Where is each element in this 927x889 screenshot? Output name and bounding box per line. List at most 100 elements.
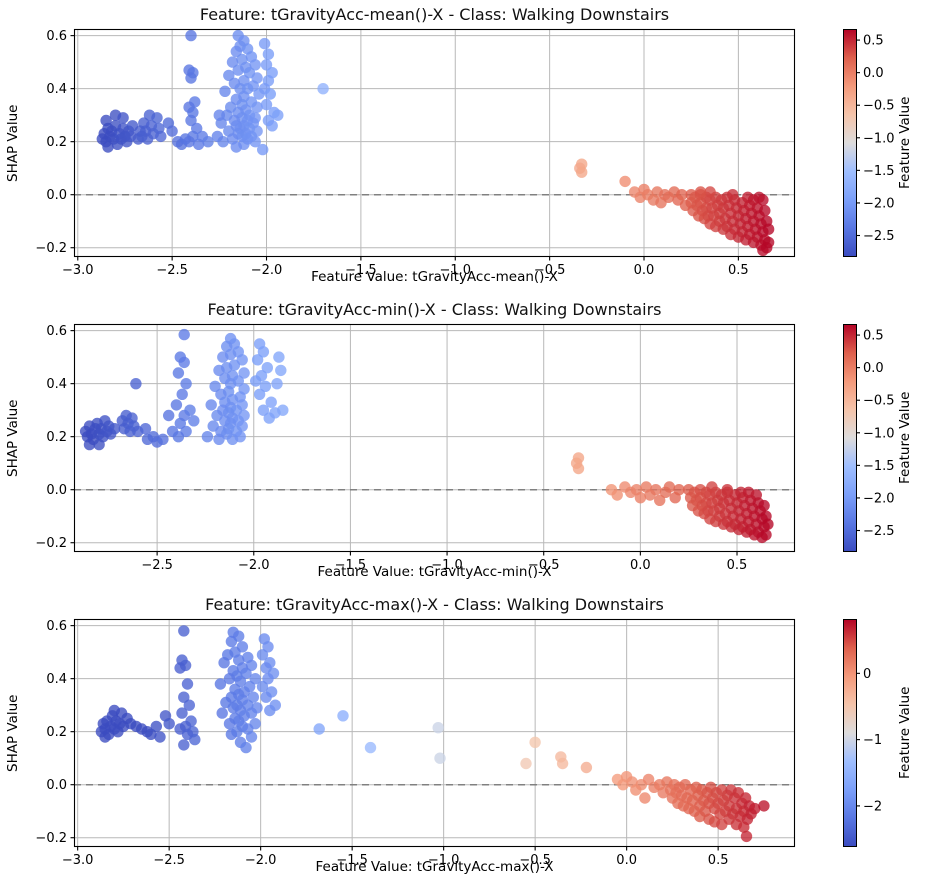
scatter-point	[556, 757, 569, 770]
scatter-point	[185, 114, 197, 127]
subplot-title: Feature: tGravityAcc-max()-X - Class: Wa…	[205, 595, 664, 614]
axes-border	[73, 28, 796, 258]
scatter-point	[704, 186, 716, 198]
svg-text:−3.0: −3.0	[62, 263, 94, 278]
subplot-tgravityacc-min: Feature: tGravityAcc-min()-X - Class: Wa…	[0, 295, 927, 590]
scatter-point	[273, 351, 285, 363]
scatter-point	[257, 346, 270, 358]
scatter-point	[257, 143, 269, 156]
colorbar: 0.5 0.0 −0.5 −1.0 −1.5 −2.0 −2.5	[843, 29, 895, 257]
svg-text:−1.0: −1.0	[439, 263, 471, 278]
scatter-point	[181, 678, 194, 690]
scatter-point	[180, 378, 192, 390]
svg-text:−0.2: −0.2	[35, 831, 67, 846]
scatter-point	[740, 830, 753, 843]
scatter-point	[213, 109, 225, 121]
scatter-point	[721, 484, 733, 496]
svg-text:0.6: 0.6	[46, 29, 67, 44]
subplot-title: Feature: tGravityAcc-mean()-X - Class: W…	[199, 5, 670, 24]
subplot-tgravityacc-max: Feature: tGravityAcc-max()-X - Class: Wa…	[0, 590, 927, 889]
scatter-point	[264, 88, 276, 100]
svg-text:0: 0	[863, 667, 871, 682]
scatter-point	[172, 431, 185, 443]
scatter-point	[150, 720, 162, 733]
scatter-point	[694, 186, 707, 198]
svg-text:−2.5: −2.5	[863, 229, 895, 244]
svg-text:−2.0: −2.0	[863, 491, 895, 506]
scatter-point	[205, 399, 217, 411]
svg-text:−2: −2	[863, 799, 882, 814]
scatter-point	[572, 462, 585, 475]
points-layer	[95, 625, 770, 843]
scatter-point	[256, 649, 269, 661]
svg-text:−0.5: −0.5	[863, 99, 895, 114]
scatter-point	[364, 741, 377, 754]
colorbar: 0 −1 −2	[843, 619, 882, 847]
scatter-point	[676, 189, 688, 201]
scatter-point	[226, 56, 239, 68]
scatter-point	[176, 707, 188, 719]
scatter-point	[245, 731, 258, 743]
svg-text:0.0: 0.0	[863, 66, 884, 81]
scatter-point	[166, 125, 178, 137]
scatter-point	[663, 481, 676, 493]
svg-text:0.0: 0.0	[46, 778, 67, 793]
scatter-point	[272, 109, 284, 121]
scatter-point	[642, 773, 655, 786]
svg-text:−1.5: −1.5	[863, 164, 895, 179]
svg-text:−2.0: −2.0	[863, 196, 895, 211]
scatter-point	[178, 625, 190, 637]
scatter-point	[759, 204, 771, 217]
svg-text:−1.5: −1.5	[336, 853, 368, 868]
scatter-point	[619, 175, 631, 188]
svg-text:0.2: 0.2	[46, 430, 67, 445]
scatter-point	[178, 356, 190, 369]
x-axis-label: Feature Value: tGravityAcc-max()-X	[315, 859, 554, 875]
scatter-point	[245, 659, 258, 672]
svg-text:−0.5: −0.5	[528, 558, 560, 573]
scatter-point	[432, 722, 444, 734]
scatter-point	[275, 364, 287, 377]
scatter-point	[434, 752, 446, 764]
tick-labels: −3.0 −2.5 −2.0 −1.5 −1.0 −0.5 0.0 0.5 −0.2 0.0 0.2…	[35, 619, 728, 868]
scatter-point	[185, 72, 197, 84]
scatter-point	[209, 380, 221, 392]
svg-text:0.6: 0.6	[46, 324, 67, 339]
scatter-point	[216, 707, 228, 719]
scatter-point	[650, 484, 662, 496]
scatter-plot-area: −3.0 −2.5 −2.0 −1.5 −1.0 −0.5 0.0 0.5 −0.2 0.0 0.2…	[35, 618, 796, 868]
svg-text:−0.5: −0.5	[534, 263, 566, 278]
svg-text:0.0: 0.0	[616, 853, 637, 868]
svg-text:0.0: 0.0	[46, 483, 67, 498]
scatter-point	[520, 757, 532, 770]
scatter-point	[262, 673, 274, 685]
scatter-point	[225, 728, 238, 740]
tick-labels: −2.5 −2.0 −1.5 −1.0 −0.5 0.0 0.5 −0.2 0.0 0.2 0.4 0…	[35, 324, 747, 573]
scatter-point	[529, 736, 541, 748]
scatter-point	[230, 45, 242, 58]
scatter-point	[742, 486, 755, 498]
scatter-point	[201, 431, 214, 443]
scatter-point	[183, 136, 195, 148]
scatter-point	[256, 680, 269, 693]
y-axis-label: SHAP Value	[5, 104, 21, 182]
scatter-point	[178, 328, 190, 341]
scatter-point	[213, 364, 225, 377]
svg-text:0.0: 0.0	[634, 263, 655, 278]
scatter-point	[174, 417, 186, 430]
scatter-point	[706, 481, 718, 493]
scatter-point	[758, 499, 770, 512]
svg-text:0.0: 0.0	[630, 558, 651, 573]
scatter-point	[727, 189, 739, 201]
scatter-point	[219, 85, 231, 97]
scatter-point	[211, 130, 224, 143]
svg-text:0.4: 0.4	[46, 82, 67, 97]
scatter-point	[157, 433, 169, 445]
scatter-point	[753, 191, 765, 203]
colorbar-tick-labels: 0 −1 −2	[856, 667, 882, 814]
scatter-point	[155, 130, 167, 143]
subplot-tgravityacc-mean: Feature: tGravityAcc-mean()-X - Class: W…	[0, 0, 927, 295]
scatter-point	[172, 367, 185, 379]
scatter-point	[202, 136, 214, 148]
